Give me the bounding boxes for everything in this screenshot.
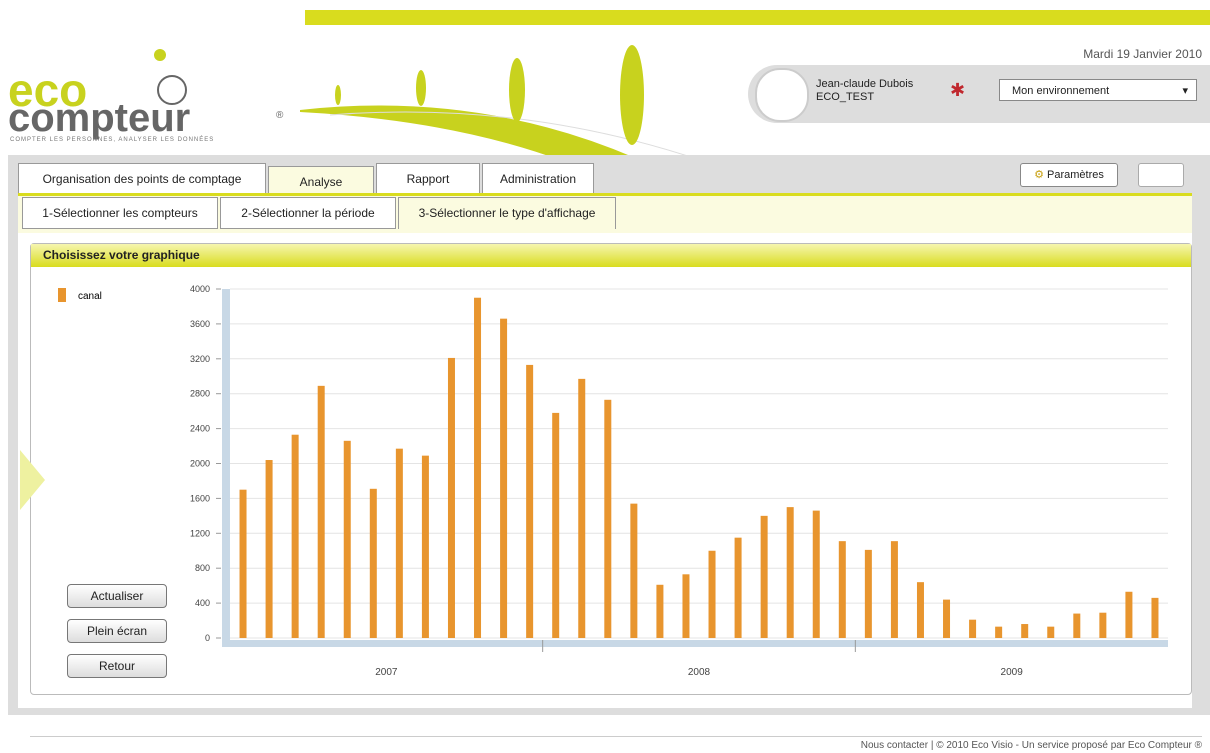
- user-account: ECO_TEST: [816, 91, 874, 103]
- bar: [735, 538, 742, 638]
- bar: [709, 551, 716, 638]
- bar: [656, 585, 663, 638]
- bar: [1073, 614, 1080, 638]
- x-group-label: 2007: [375, 667, 398, 678]
- y-tick-label: 2400: [190, 424, 210, 434]
- bar: [1151, 598, 1158, 638]
- y-tick-label: 400: [195, 598, 210, 608]
- bar: [292, 435, 299, 638]
- bar: [1021, 624, 1028, 638]
- export-button[interactable]: [1138, 163, 1184, 187]
- logo-mark: ®: [276, 110, 283, 121]
- logo-bottom: compteur: [8, 100, 190, 136]
- x-axis-band: [222, 640, 1168, 647]
- y-tick-label: 3600: [190, 319, 210, 329]
- y-tick-label: 2800: [190, 389, 210, 399]
- tree: [416, 70, 426, 106]
- tab[interactable]: Rapport: [376, 163, 480, 193]
- tab-active[interactable]: Analyse: [268, 166, 374, 196]
- bar: [500, 319, 507, 638]
- user-avatar: [755, 68, 809, 122]
- bar: [1099, 613, 1106, 638]
- page: Eco Compteur {"header": {"logo_top": "ec…: [0, 0, 1210, 753]
- x-group-label: 2008: [688, 667, 711, 678]
- bar: [969, 620, 976, 638]
- y-axis-band: [222, 289, 230, 646]
- bar: [448, 358, 455, 638]
- environment-select[interactable]: Mon environnement ▾: [999, 79, 1197, 101]
- subtab[interactable]: 2-Sélectionner la période: [220, 197, 396, 229]
- chart: 0 400 800 1200 1600 2000 2400 2800 3200 3600 4000 2…: [30, 268, 1192, 693]
- bar: [891, 541, 898, 638]
- body: eco compteur ® COMPTER LES PERSONNES, AN…: [0, 0, 1210, 753]
- bar: [526, 365, 533, 638]
- tree: [620, 45, 644, 145]
- tab[interactable]: Organisation des points de comptage: [18, 163, 266, 193]
- bar: [682, 574, 689, 638]
- bar: [761, 516, 768, 638]
- bar: [422, 456, 429, 638]
- subtab-active[interactable]: 3-Sélectionner le type d'affichage: [398, 197, 616, 229]
- settings-button[interactable]: ⚙ Paramètres: [1020, 163, 1118, 187]
- copyright: © 2010 Eco Visio - Un service proposé pa…: [936, 740, 1202, 751]
- user-name: Jean-claude Dubois: [816, 78, 913, 90]
- legend-label: canal: [78, 291, 102, 302]
- bar: [787, 507, 794, 638]
- bar: [839, 541, 846, 638]
- y-tick-label: 0: [205, 633, 210, 643]
- y-tick-label: 1600: [190, 493, 210, 503]
- bar: [552, 413, 559, 638]
- bar: [396, 449, 403, 638]
- bar: [917, 582, 924, 638]
- separator: |: [931, 740, 934, 751]
- bar: [865, 550, 872, 638]
- bar: [813, 511, 820, 638]
- bar: [370, 489, 377, 638]
- select-arrow: ▾: [1182, 80, 1188, 102]
- bar: [240, 490, 247, 638]
- logo-figure: [154, 49, 166, 61]
- y-tick-label: 1200: [190, 528, 210, 538]
- y-tick-label: 4000: [190, 284, 210, 294]
- subtab[interactable]: 1-Sélectionner les compteurs: [22, 197, 218, 229]
- bar: [266, 460, 273, 638]
- date: Mardi 19 Janvier 2010: [1083, 47, 1202, 61]
- y-tick-label: 800: [195, 563, 210, 573]
- panel-title: Choisissez votre graphique: [31, 244, 1191, 267]
- bar: [578, 379, 585, 638]
- environment-text: Mon environnement: [1012, 85, 1109, 97]
- contact-link[interactable]: Nous contacter: [861, 740, 928, 751]
- y-tick-label: 3200: [190, 354, 210, 364]
- bar: [318, 386, 325, 638]
- bar: [1047, 627, 1054, 638]
- settings-label: Paramètres: [1047, 169, 1104, 181]
- y-tick-label: 2000: [190, 459, 210, 469]
- bar: [474, 298, 481, 638]
- tagline: COMPTER LES PERSONNES, ANALYSER LES DONN…: [10, 137, 214, 143]
- bar: [630, 504, 637, 638]
- logout-icon[interactable]: ✱: [950, 80, 965, 101]
- footer-rule: [30, 736, 1202, 737]
- tree: [509, 58, 525, 122]
- bar: [344, 441, 351, 638]
- bar: [995, 627, 1002, 638]
- tab[interactable]: Administration: [482, 163, 594, 193]
- bar: [943, 600, 950, 638]
- tree: [335, 85, 341, 105]
- x-group-label: 2009: [1001, 667, 1024, 678]
- bar: [1125, 592, 1132, 638]
- legend-swatch: [58, 288, 66, 302]
- footer: Nous contacter | © 2010 Eco Visio - Un s…: [861, 740, 1202, 751]
- bar: [604, 400, 611, 638]
- gear-icon: ⚙: [1034, 169, 1047, 181]
- header-band: [305, 10, 1210, 25]
